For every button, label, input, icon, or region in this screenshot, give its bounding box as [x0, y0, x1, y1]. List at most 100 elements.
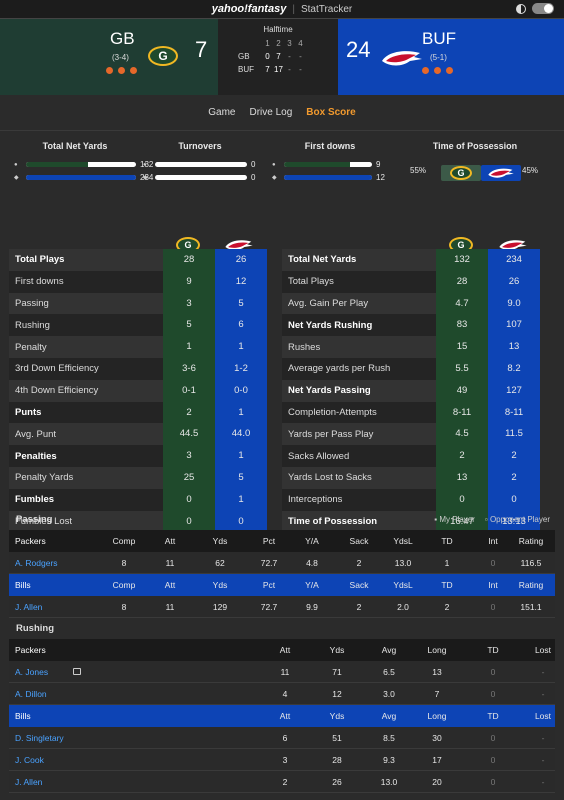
gb-possession-pct: 55% — [410, 166, 427, 175]
away-team-record: (3-4) — [112, 53, 129, 62]
player-row[interactable]: J. Allen 2 26 13.0 20 0 - — [9, 771, 555, 793]
player-row[interactable]: A. Dillon 4 12 3.0 7 0 - — [9, 683, 555, 705]
stat-cell: 129 — [212, 601, 228, 612]
stat-cell: 71 — [332, 666, 342, 677]
packers-value: 16:47 — [436, 510, 488, 533]
stat-cell: 72.7 — [260, 557, 278, 568]
packers-mini-icon: ● — [14, 161, 18, 168]
stat-cell: 2 — [356, 557, 362, 568]
tab-box-score[interactable]: Box Score — [306, 107, 356, 118]
stat-cell: 2 — [444, 601, 450, 612]
packers-value: 2 — [436, 445, 488, 467]
packers-value: 4.7 — [436, 292, 488, 315]
player-row[interactable]: J. Allen 8 11 129 72.7 9.9 2 2.0 2 0 151.1 — [9, 596, 555, 618]
stat-cell: 13.0 — [394, 557, 412, 568]
player-link[interactable]: J. Allen — [15, 601, 43, 612]
home-timeouts — [422, 67, 453, 74]
packers-logo: G — [441, 165, 481, 181]
bills-value: 12 — [215, 270, 267, 293]
bills-value: 1 — [215, 336, 267, 358]
packers-mini-icon: ● — [272, 161, 276, 168]
stat-cell: - — [541, 776, 545, 787]
stat-row: Total Net Yards 132 234 — [282, 249, 540, 271]
team-header-row: Packers Att Yds Avg Long TD Lost — [9, 639, 555, 661]
stat-label: Fumbles — [15, 494, 55, 506]
stat-row: Net Yards Rushing 83 107 — [282, 314, 540, 337]
column-header: Yds — [329, 711, 345, 721]
stat-cell: 0 — [490, 776, 496, 787]
theme-toggle[interactable] — [532, 3, 554, 14]
player-link[interactable]: A. Rodgers — [15, 557, 58, 568]
column-header: Avg — [381, 645, 397, 655]
packers-value: 2 — [163, 401, 215, 424]
player-link[interactable]: J. Cook — [15, 754, 44, 765]
column-header: TD — [487, 645, 499, 655]
stat-row: Time of Possession 16:47 13:13 — [282, 510, 540, 533]
stat-cell: 116.5 — [520, 557, 542, 568]
stat-cell: 2.0 — [397, 601, 409, 612]
stat-row: Total Plays 28 26 — [9, 249, 267, 271]
stat-label: Yards Lost to Sacks — [288, 472, 372, 484]
packers-value: 132 — [436, 249, 488, 271]
stat-cell: 2 — [282, 776, 288, 787]
packers-value: 28 — [163, 249, 215, 271]
stat-cell: 3 — [282, 754, 288, 765]
stat-row: First downs 9 12 — [9, 270, 267, 293]
tab-drive-log[interactable]: Drive Log — [249, 107, 293, 118]
bills-logo — [225, 240, 253, 251]
team-name: Bills — [15, 580, 31, 590]
possession-bar: G — [441, 161, 531, 185]
stat-cell: 30 — [432, 732, 442, 743]
packers-value: 4.5 — [436, 423, 488, 446]
column-header: Pct — [262, 536, 276, 546]
packers-mini-icon: ● — [143, 161, 147, 168]
stat-label: 3rd Down Efficiency — [15, 363, 99, 375]
column-header: Long — [427, 711, 447, 721]
stat-row: Average yards per Rush 5.5 8.2 — [282, 357, 540, 380]
team-header-row: Bills Att Yds Avg Long TD Lost — [9, 705, 555, 727]
tab-game[interactable]: Game — [208, 107, 236, 118]
stat-row: Net Yards Passing 49 127 — [282, 379, 540, 402]
player-link[interactable]: D. Singletary — [15, 732, 64, 743]
bills-value: 8-11 — [488, 401, 540, 424]
stat-cell: - — [541, 688, 545, 699]
column-header: Sack — [349, 580, 369, 590]
player-link[interactable]: J. Allen — [15, 776, 43, 787]
column-header: TD — [441, 580, 453, 590]
rushing-title: Rushing — [16, 623, 54, 634]
stat-cell: 11 — [165, 557, 175, 568]
bills-value: 13 — [488, 336, 540, 358]
stat-label: Penalty Yards — [15, 472, 74, 484]
stat-label: Rushing — [15, 319, 50, 331]
bills-value: 6 — [215, 314, 267, 337]
stat-cell: 13.0 — [380, 776, 398, 787]
stat-row: Rushes 15 13 — [282, 336, 540, 358]
bills-value: 44.0 — [215, 423, 267, 446]
packers-value: 0-1 — [163, 379, 215, 402]
player-link[interactable]: A. Dillon — [15, 688, 47, 699]
bills-value: 9.0 — [488, 292, 540, 315]
column-header: TD — [487, 711, 499, 721]
theme-icon[interactable] — [516, 3, 526, 14]
player-row[interactable]: J. Cook 3 28 9.3 17 0 - — [9, 749, 555, 771]
packers-value: 8-11 — [436, 401, 488, 424]
player-link[interactable]: A. Jones — [15, 666, 49, 677]
stat-label: 4th Down Efficiency — [15, 385, 99, 397]
summary-title: Total Net Yards — [42, 141, 108, 151]
stat-cell: 11 — [165, 601, 175, 612]
quarter-table: 1 2 3 4 GB 0 7 - - BUF 7 17 - - — [238, 37, 306, 76]
packers-value: 3 — [163, 292, 215, 315]
stat-cell: 17 — [432, 754, 442, 765]
column-header: Yds — [329, 645, 345, 655]
timeout-dot — [434, 67, 441, 74]
column-header: Rating — [518, 580, 544, 590]
stat-row: Fumbles 0 1 — [9, 488, 267, 511]
opponent-player-legend: ▫ Opponent Player — [484, 515, 550, 524]
player-row[interactable]: D. Singletary 6 51 8.5 30 0 - — [9, 727, 555, 749]
packers-logo: G — [148, 46, 178, 66]
packers-value: 1 — [163, 336, 215, 358]
player-row[interactable]: A. Jones 11 71 6.5 13 0 - — [9, 661, 555, 683]
player-row[interactable]: A. Rodgers 8 11 62 72.7 4.8 2 13.0 1 0 116.5 — [9, 552, 555, 574]
team-name: Bills — [15, 711, 31, 721]
bills-mini-icon: ◆ — [272, 175, 277, 181]
